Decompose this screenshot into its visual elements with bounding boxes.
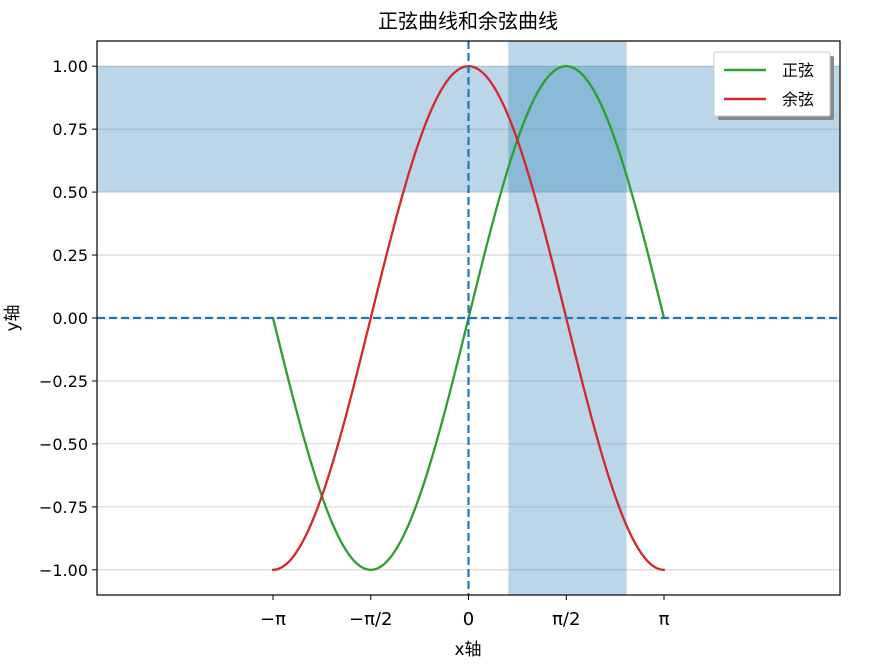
y-tick-label: 0.50 [52,183,88,202]
x-tick-label: −π [260,609,286,630]
x-tick-label: 0 [463,609,474,630]
reference-line-layer [97,41,840,595]
x-axis-ticks: −π −π/2 0 π/2 π [260,595,670,630]
x-tick-label: −π/2 [349,609,392,630]
y-tick-label: 0.00 [52,309,88,328]
x-axis-title: x轴 [454,640,481,660]
y-tick-label: −0.75 [39,498,88,517]
y-tick-label: 1.00 [52,57,88,76]
chart-title: 正弦曲线和余弦曲线 [378,9,558,33]
legend-label-sin: 正弦 [782,61,814,80]
y-axis-title: y轴 [3,304,23,331]
y-tick-label: 0.25 [52,246,88,265]
legend-label-cos: 余弦 [782,90,814,109]
y-tick-label: −0.25 [39,372,88,391]
y-tick-label: −1.00 [39,561,88,580]
x-tick-label: π [659,609,670,630]
y-tick-label: 0.75 [52,120,88,139]
x-tick-label: π/2 [552,609,580,630]
y-axis-ticks: 1.00 0.75 0.50 0.25 0.00 −0.25 −0.50 −0.75 −1.00 [39,57,97,580]
y-tick-label: −0.50 [39,435,88,454]
